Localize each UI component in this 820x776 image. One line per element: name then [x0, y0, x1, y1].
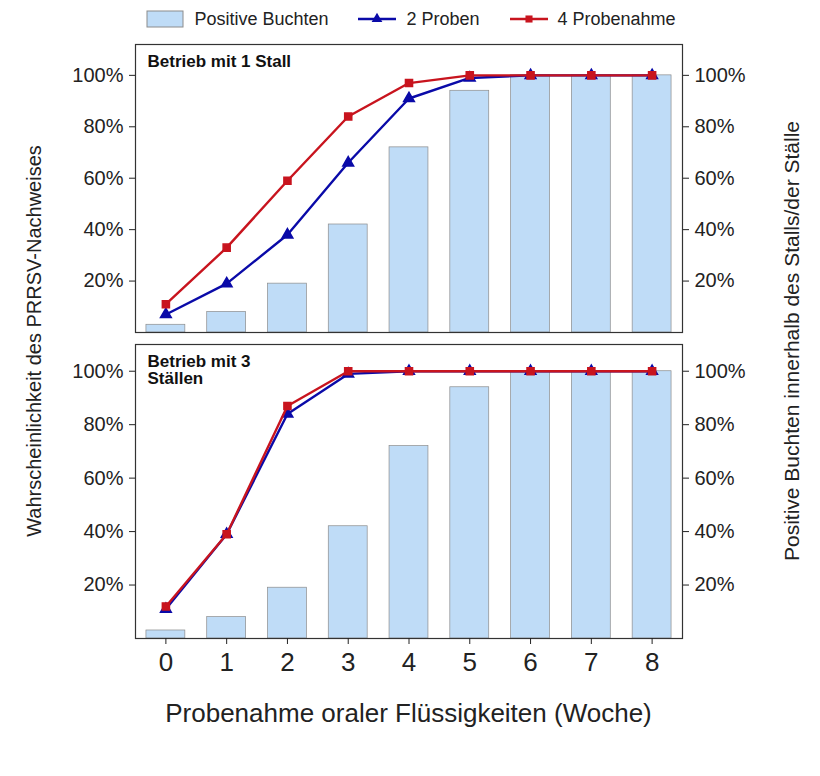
svg-text:60%: 60%: [83, 467, 123, 489]
svg-text:3: 3: [341, 647, 355, 677]
html-text:Positive Buchten innerhalb des: Positive Buchten innerhalb des Stalls/de…: [780, 121, 803, 561]
svg-text:40%: 40%: [83, 520, 123, 542]
svg-text:20%: 20%: [695, 269, 735, 291]
svg-text:80%: 80%: [695, 115, 735, 137]
svg-text:40%: 40%: [83, 218, 123, 240]
svg-text:7: 7: [584, 647, 598, 677]
svg-text:1: 1: [219, 647, 233, 677]
svg-text:60%: 60%: [695, 167, 735, 189]
svg-text:40%: 40%: [695, 520, 735, 542]
html-text:2 Proben: 2 Proben: [406, 8, 480, 29]
svg-text:20%: 20%: [695, 573, 735, 595]
html-text:Positive Buchten: Positive Buchten: [194, 8, 329, 29]
svg-text:Betrieb mit 1 Stall: Betrieb mit 1 Stall: [148, 52, 292, 71]
svg-text:2: 2: [280, 647, 294, 677]
svg-text:8: 8: [645, 647, 659, 677]
svg-text:80%: 80%: [695, 413, 735, 435]
svg-text:40%: 40%: [695, 218, 735, 240]
svg-text:80%: 80%: [83, 413, 123, 435]
svg-text:60%: 60%: [83, 167, 123, 189]
svg-text:80%: 80%: [83, 115, 123, 137]
svg-text:0: 0: [159, 647, 173, 677]
svg-text:4: 4: [402, 647, 416, 677]
svg-text:20%: 20%: [83, 573, 123, 595]
svg-text:Betrieb mit 3Ställen: Betrieb mit 3Ställen: [148, 352, 251, 388]
svg-text:20%: 20%: [83, 269, 123, 291]
svg-text:100%: 100%: [695, 360, 746, 382]
svg-text:60%: 60%: [695, 467, 735, 489]
svg-text:100%: 100%: [72, 360, 123, 382]
svg-text:100%: 100%: [72, 64, 123, 86]
svg-text:100%: 100%: [695, 64, 746, 86]
html-text:Probenahme oraler Flüssigkeite: Probenahme oraler Flüssigkeiten (Woche): [165, 698, 652, 728]
svg-text:6: 6: [523, 647, 537, 677]
svg-text:5: 5: [463, 647, 477, 677]
html-text:4 Probenahme: 4 Probenahme: [557, 8, 676, 29]
html-text:Wahrscheinlichkeit des PRRSV-N: Wahrscheinlichkeit des PRRSV-Nachweises: [22, 145, 45, 537]
